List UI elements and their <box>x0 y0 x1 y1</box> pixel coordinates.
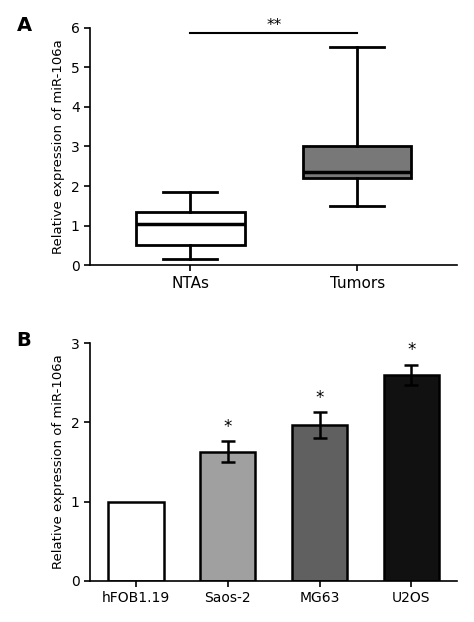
Text: B: B <box>17 332 31 350</box>
Bar <box>201 452 255 581</box>
PathPatch shape <box>136 211 245 246</box>
Bar <box>292 425 347 581</box>
PathPatch shape <box>303 146 411 178</box>
Text: *: * <box>224 418 232 436</box>
Text: A: A <box>17 16 32 35</box>
Text: *: * <box>316 389 324 407</box>
Y-axis label: Relative expression of miR-106a: Relative expression of miR-106a <box>52 39 65 254</box>
Bar <box>384 375 439 581</box>
Bar <box>109 502 164 581</box>
Y-axis label: Relative expression of miR-106a: Relative expression of miR-106a <box>52 355 65 570</box>
Text: *: * <box>407 341 416 359</box>
Text: **: ** <box>266 17 282 33</box>
